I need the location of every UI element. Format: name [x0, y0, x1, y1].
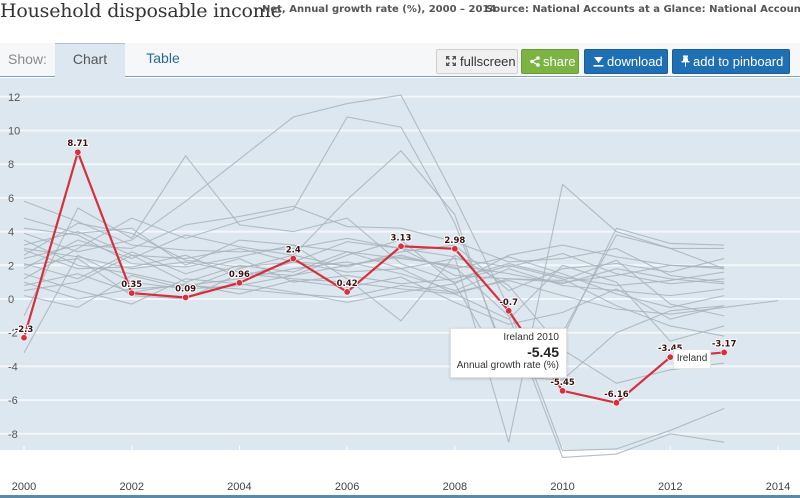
data-point[interactable]	[182, 293, 190, 301]
data-label: 0.09	[175, 284, 196, 294]
pin-icon	[681, 50, 690, 73]
series-line-country-u[interactable]	[23, 279, 779, 315]
series-line-country-l[interactable]	[23, 205, 725, 283]
show-label: Show:	[8, 51, 47, 67]
series-line-country-m[interactable]	[23, 154, 725, 337]
data-label: -0.7	[499, 298, 518, 308]
data-point[interactable]	[451, 245, 459, 253]
series-line-ireland[interactable]	[22, 148, 725, 404]
data-point[interactable]	[74, 148, 82, 156]
series-line-country-b[interactable]	[23, 200, 725, 283]
share-label: share	[543, 54, 576, 69]
series-line-country-p[interactable]	[23, 231, 725, 342]
x-tick-label: 2014	[766, 481, 790, 493]
data-label: 3.13	[391, 233, 412, 243]
data-label: 2.4	[286, 246, 301, 256]
data-label: 8.71	[67, 139, 88, 149]
fullscreen-label: fullscreen	[460, 54, 516, 69]
share-button[interactable]: share	[521, 49, 579, 74]
data-label: 0.96	[229, 270, 250, 280]
x-tick-label: 2008	[443, 481, 467, 493]
data-label: 0.35	[121, 280, 142, 290]
series-line-country-i[interactable]	[23, 149, 725, 371]
tooltip-unit: Annual growth rate (%)	[456, 360, 559, 371]
bottom-border	[0, 495, 800, 498]
x-tick-label: 2002	[119, 481, 143, 493]
data-point[interactable]	[20, 334, 28, 342]
series-line-country-r[interactable]	[23, 239, 725, 381]
data-label: -3.17	[712, 339, 737, 349]
series-line-country-o[interactable]	[23, 244, 725, 305]
data-point[interactable]	[612, 399, 620, 407]
chart-area[interactable]: 12 10 8 6 4 2 0 -2 -4 -6 -8 2000 2002 2004 2006 2008 20…	[0, 78, 800, 498]
series-line-country-t[interactable]	[23, 257, 725, 317]
y-tick-label: 0	[8, 294, 14, 306]
fullscreen-button[interactable]: fullscreen	[436, 49, 518, 74]
data-label: -5.45	[550, 378, 575, 388]
x-tick-label: 2004	[227, 481, 251, 493]
series-line-country-g[interactable]	[23, 273, 725, 325]
series-line-country-c[interactable]	[23, 227, 725, 285]
data-label: -2.3	[15, 325, 34, 335]
gridlines	[0, 95, 800, 435]
tooltip-title: Ireland 2010	[503, 332, 559, 343]
x-tick-label: 2010	[550, 481, 574, 493]
header: Household disposable income Net, Annual …	[0, 0, 800, 34]
y-tick-label: 4	[8, 227, 14, 239]
source-link[interactable]: Source: National Accounts at a Glance: N…	[486, 4, 800, 15]
data-point[interactable]	[505, 307, 513, 315]
y-tick-label: 12	[8, 92, 20, 104]
data-point[interactable]	[128, 289, 136, 297]
series-line-country-k[interactable]	[23, 94, 725, 452]
y-tick-label: 6	[8, 193, 14, 205]
data-point[interactable]	[559, 387, 567, 395]
y-axis: 12 10 8 6 4 2 0 -2 -4 -6 -8	[8, 92, 20, 441]
data-label: 0.42	[337, 279, 358, 289]
x-tick-label: 2006	[335, 481, 359, 493]
series-line-country-n[interactable]	[23, 217, 725, 384]
highlight-series	[20, 148, 728, 407]
y-tick-label: 2	[8, 260, 14, 272]
series-line-country-q[interactable]	[23, 183, 725, 443]
data-point[interactable]	[289, 255, 297, 263]
y-tick-label: -6	[8, 395, 18, 407]
x-tick-label: 2000	[12, 481, 36, 493]
y-tick-label: 10	[8, 126, 20, 138]
download-icon	[593, 50, 604, 73]
add-to-pinboard-button[interactable]: add to pinboard	[672, 49, 790, 74]
y-tick-label: -8	[8, 429, 18, 441]
tab-chart[interactable]: Chart	[55, 43, 125, 78]
y-tick-label: -2	[8, 328, 18, 340]
tooltip: Ireland 2010 -5.45 Annual growth rate (%…	[450, 328, 567, 378]
series-line-country-j[interactable]	[23, 116, 725, 364]
tab-table[interactable]: Table	[146, 50, 180, 66]
x-axis: 2000 2002 2004 2006 2008 2010 2012 2014	[12, 446, 790, 493]
data-label: -6.16	[604, 390, 629, 400]
chart-subtitle: Net, Annual growth rate (%), 2000 – 2014	[262, 4, 497, 15]
x-tick-label: 2012	[658, 481, 682, 493]
data-point[interactable]	[343, 288, 351, 296]
data-label: 2.98	[444, 236, 465, 246]
download-button[interactable]: download	[584, 49, 668, 74]
y-tick-label: 8	[8, 159, 14, 171]
data-point[interactable]	[720, 348, 728, 356]
toolbar: Show: Chart Table fullscreen share downl…	[0, 43, 800, 78]
share-icon	[530, 50, 540, 73]
series-line-country-s[interactable]	[23, 247, 725, 458]
fullscreen-icon	[445, 50, 457, 73]
data-point[interactable]	[235, 279, 243, 287]
series-name-tooltip: Ireland	[673, 349, 711, 369]
y-tick-label: -4	[8, 361, 18, 373]
page-title: Household disposable income	[0, 0, 282, 22]
data-point[interactable]	[397, 242, 405, 250]
download-label: download	[607, 54, 663, 69]
pinboard-label: add to pinboard	[693, 54, 784, 69]
tooltip-value: -5.45	[527, 344, 559, 360]
series-line-country-e[interactable]	[23, 234, 725, 292]
